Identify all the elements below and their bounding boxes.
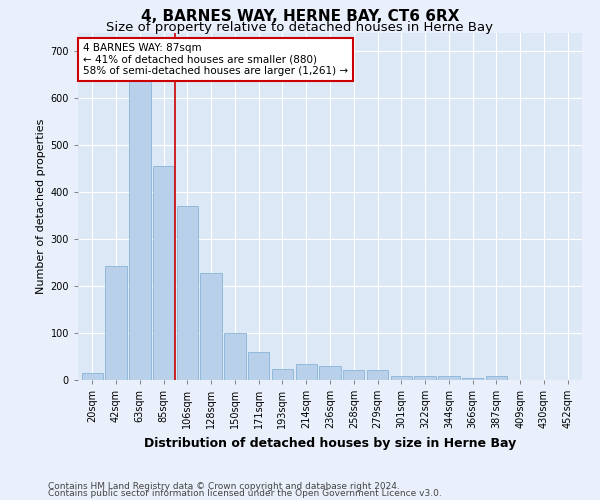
Bar	[296, 364, 317, 380]
Bar	[106, 266, 127, 380]
Text: Size of property relative to detached houses in Herne Bay: Size of property relative to detached ho…	[107, 22, 493, 35]
Bar	[82, 373, 103, 380]
Bar	[248, 352, 269, 380]
Bar	[343, 370, 364, 380]
X-axis label: Distribution of detached houses by size in Herne Bay: Distribution of detached houses by size …	[144, 436, 516, 450]
Bar	[224, 333, 245, 380]
Bar	[391, 376, 412, 380]
Bar	[438, 376, 460, 380]
Y-axis label: Number of detached properties: Number of detached properties	[37, 118, 46, 294]
Bar	[272, 368, 293, 380]
Text: 4 BARNES WAY: 87sqm
← 41% of detached houses are smaller (880)
58% of semi-detac: 4 BARNES WAY: 87sqm ← 41% of detached ho…	[83, 43, 348, 76]
Bar	[176, 206, 198, 380]
Bar	[153, 166, 174, 380]
Bar	[462, 378, 484, 380]
Text: 4, BARNES WAY, HERNE BAY, CT6 6RX: 4, BARNES WAY, HERNE BAY, CT6 6RX	[141, 9, 459, 24]
Bar	[367, 370, 388, 380]
Text: Contains public sector information licensed under the Open Government Licence v3: Contains public sector information licen…	[48, 490, 442, 498]
Bar	[486, 376, 507, 380]
Bar	[415, 376, 436, 380]
Bar	[129, 70, 151, 380]
Bar	[319, 366, 341, 380]
Text: Contains HM Land Registry data © Crown copyright and database right 2024.: Contains HM Land Registry data © Crown c…	[48, 482, 400, 491]
Bar	[200, 273, 222, 380]
